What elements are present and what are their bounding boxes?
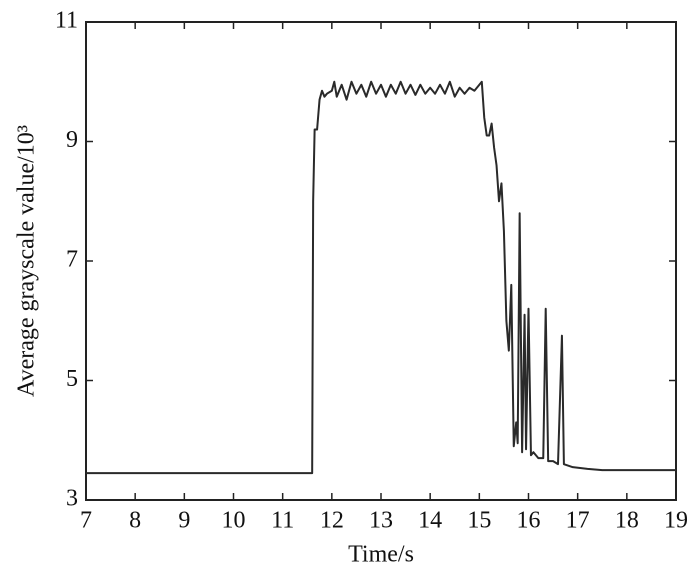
x-axis-label: Time/s xyxy=(348,542,414,568)
x-tick-label: 17 xyxy=(566,508,590,534)
x-tick-label: 9 xyxy=(178,508,190,534)
y-tick-label: 3 xyxy=(66,486,78,512)
x-tick-label: 19 xyxy=(664,508,688,534)
x-tick-label: 10 xyxy=(222,508,246,534)
y-tick-label: 5 xyxy=(66,366,78,392)
y-tick-label: 9 xyxy=(66,127,78,153)
plot-frame xyxy=(85,21,677,501)
x-tick-label: 15 xyxy=(467,508,491,534)
y-axis-label: Average grayscale value/10³ xyxy=(14,125,40,397)
data-line xyxy=(86,80,676,475)
x-tick-label: 12 xyxy=(320,508,344,534)
x-tick-label: 11 xyxy=(271,508,294,534)
y-tick-label: 11 xyxy=(55,8,78,34)
x-tick-label: 13 xyxy=(369,508,393,534)
x-tick-label: 7 xyxy=(80,508,92,534)
x-tick-label: 14 xyxy=(418,508,442,534)
y-tick-label: 7 xyxy=(66,247,78,273)
x-tick-label: 16 xyxy=(517,508,541,534)
x-tick-label: 18 xyxy=(615,508,639,534)
x-tick-label: 8 xyxy=(129,508,141,534)
